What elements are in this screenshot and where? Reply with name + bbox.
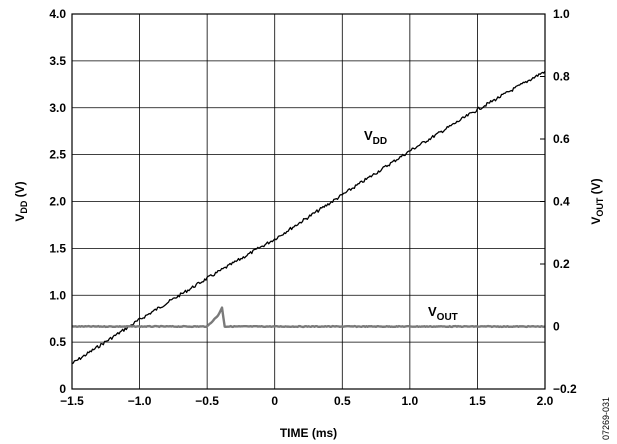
y-right-tick-label: 0 [553,320,560,334]
y-left-tick-label: 0 [59,382,66,396]
x-tick-label: 2.0 [537,394,554,408]
y-left-tick-label: 3.5 [49,54,66,68]
y-right-axis-title-sub: OUT [595,197,605,217]
y-left-axis-title-sub: DD [19,200,29,213]
y-right-tick-labels: −0.2 0 0.2 0.4 0.6 0.8 1.0 [553,7,577,396]
y-right-axis-title-unit: (V) [589,178,603,197]
y-left-tick-label: 4.0 [49,7,66,21]
figure-id: 07269-031 [601,397,611,440]
x-tick-label: −1.5 [60,394,84,408]
x-tick-label: −0.5 [195,394,219,408]
series-line-vout [71,306,546,329]
y-left-axis-title-unit: (V) [13,181,27,200]
y-left-tick-label: 2.5 [49,148,66,162]
y-left-tick-label: 1.0 [49,288,66,302]
x-tick-label: −1.0 [128,394,152,408]
y-right-axis-title: VOUT (V) [589,178,605,224]
x-tick-label: 1.5 [469,394,486,408]
y-right-tick-label: 0.2 [553,257,570,271]
series-label-vdd: VDD [364,128,387,147]
x-axis-title: TIME (ms) [280,426,337,440]
y-right-tick-label: 1.0 [553,7,570,21]
y-left-tick-label: 3.0 [49,101,66,115]
y-left-tick-labels: 0 0.5 1.0 1.5 2.0 2.5 3.0 3.5 4.0 [49,7,66,396]
series-label-vdd-sub: DD [373,136,387,147]
y-right-tick-label: 0.6 [553,132,570,146]
series-label-vout: VOUT [428,304,458,323]
x-tick-label: 0.5 [334,394,351,408]
x-tick-label: 0 [271,394,278,408]
y-right-tick-label: 0.8 [553,70,570,84]
y-left-tick-label: 0.5 [49,335,66,349]
series-label-vout-main: V [428,304,437,319]
x-tick-label: 1.0 [402,394,419,408]
series-label-vout-sub: OUT [437,312,458,323]
y-left-tick-label: 1.5 [49,241,66,255]
y-left-tick-label: 2.0 [49,195,66,209]
series-group [71,70,546,365]
plot-frame [71,13,546,390]
y-right-tick-label: 0.4 [553,195,570,209]
series-label-vdd-main: V [364,128,373,143]
x-tick-labels: −1.5 −1.0 −0.5 0 0.5 1.0 1.5 2.0 [60,394,554,408]
series-line-vdd [71,70,546,365]
y-left-axis-title: VDD (V) [13,181,29,221]
y-left-axis-title-main: V [13,214,27,222]
y-right-tick-label: −0.2 [553,382,577,396]
y-right-axis-title-main: V [589,217,603,225]
